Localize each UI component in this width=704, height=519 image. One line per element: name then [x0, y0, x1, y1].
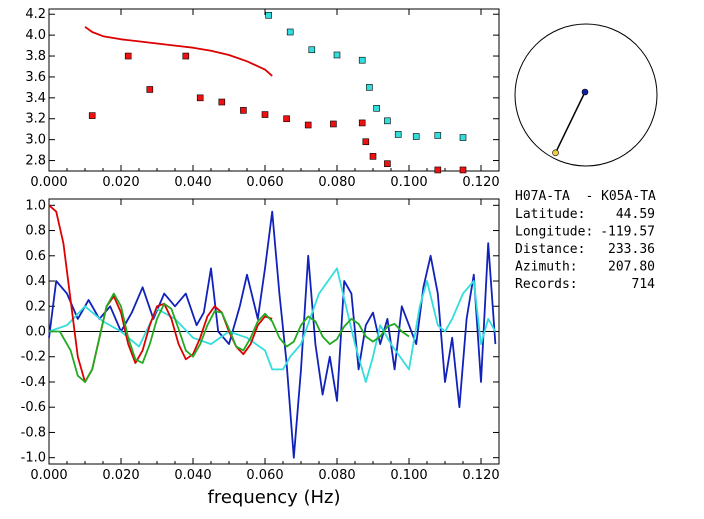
- station-map: [514, 23, 658, 167]
- station-b-marker: [552, 149, 559, 157]
- red_points-point: [124, 52, 132, 60]
- cyan_points-point: [358, 56, 366, 64]
- x-tick-label: 0.040: [174, 175, 211, 190]
- y-tick-label: 0.6: [25, 249, 46, 264]
- red_points-point: [196, 94, 204, 102]
- red_points-point: [362, 138, 370, 146]
- y-tick-label: 3.4: [25, 91, 46, 106]
- x-tick-label: 0.060: [246, 175, 283, 190]
- y-tick-label: 4.2: [25, 7, 46, 22]
- red_points-point: [358, 119, 366, 127]
- info-value: 207.80: [608, 260, 655, 275]
- map-circle: [514, 23, 658, 167]
- x-tick-label: 0.120: [462, 468, 499, 483]
- cyan_points-point: [333, 51, 341, 59]
- station-a-marker: [581, 88, 589, 96]
- y-tick-label: 0.4: [25, 274, 46, 289]
- cyan_points-point: [373, 104, 380, 112]
- dispersion-panel: 0.000 0.020 0.040 0.060 0.080 0.100 0.120 2.8 3…: [25, 7, 499, 190]
- x-axis-title: frequency (Hz): [207, 487, 340, 508]
- x-tick-label: 0.080: [318, 175, 355, 190]
- blue-series-line: [48, 210, 497, 459]
- top-plot-frame: [48, 8, 500, 172]
- x-tick-label: 0.020: [102, 468, 139, 483]
- red_points-point: [261, 111, 269, 118]
- red_points-point: [434, 166, 442, 174]
- red_points-point: [384, 160, 391, 167]
- info-block: H07A-TA - K05A-TA Latitude: 44.59 Longitud…: [515, 189, 656, 292]
- y-tick-label: 1.0: [25, 198, 46, 213]
- info-lines: Latitude: 44.59 Longitude: -119.57 Distance:…: [515, 207, 655, 292]
- top-y-ticks: 2.8 3.0 3.2 3.4 3.6 3.8 4.0 4.2: [25, 7, 499, 169]
- x-tick-label: 0.020: [102, 175, 139, 190]
- red_points-point: [369, 153, 377, 160]
- cyan_points-point: [412, 133, 420, 140]
- cyan_points-point: [434, 132, 442, 139]
- y-tick-label: 0.2: [25, 299, 46, 314]
- y-tick-label: 2.8: [25, 154, 46, 169]
- red_points-point: [240, 107, 247, 114]
- info-value: 714: [632, 277, 656, 292]
- cyan_points-point: [459, 134, 467, 141]
- info-label: Latitude:: [515, 207, 585, 222]
- curve-series-line: [84, 26, 273, 77]
- info-value: -119.57: [600, 225, 655, 240]
- red_points-point: [459, 166, 467, 174]
- y-tick-label: -0.8: [21, 425, 46, 440]
- y-tick-label: 0.0: [25, 325, 46, 340]
- red-series-line: [48, 204, 273, 383]
- red_points-point: [146, 86, 154, 93]
- cyan_points-point: [308, 46, 316, 54]
- station-path-line: [554, 91, 586, 154]
- cyan_points-point: [394, 131, 402, 138]
- bottom-series: [48, 204, 497, 459]
- y-tick-label: 3.0: [25, 133, 46, 148]
- info-label: Records:: [515, 277, 578, 292]
- x-tick-label: 0.040: [174, 468, 211, 483]
- y-tick-label: -1.0: [21, 451, 46, 466]
- y-tick-label: 3.8: [25, 49, 46, 64]
- y-tick-label: -0.4: [21, 375, 46, 390]
- info-label: Longitude:: [515, 225, 593, 240]
- y-tick-label: -0.2: [21, 350, 46, 365]
- cyan-series-line: [48, 267, 497, 383]
- x-tick-label: 0.100: [390, 468, 427, 483]
- red_points-point: [330, 120, 337, 128]
- cyan_points-point: [265, 11, 272, 19]
- red_points-point: [283, 115, 290, 123]
- red_points-point: [304, 121, 312, 129]
- y-tick-label: 3.2: [25, 112, 46, 127]
- red_points-point: [182, 52, 190, 60]
- x-tick-label: 0.080: [318, 468, 355, 483]
- top-x-ticks: 0.000 0.020 0.040 0.060 0.080 0.100 0.120: [30, 9, 500, 190]
- info-value: 44.59: [616, 207, 655, 222]
- cyan_points-point: [384, 117, 391, 125]
- x-tick-label: 0.000: [30, 175, 67, 190]
- y-tick-label: -0.6: [21, 400, 46, 415]
- y-tick-label: 3.6: [25, 70, 46, 85]
- green-series-line: [49, 292, 410, 383]
- x-tick-label: 0.060: [246, 468, 283, 483]
- cyan_points-point: [366, 84, 373, 91]
- top-series: [84, 11, 467, 174]
- red_points-point: [88, 112, 96, 119]
- bottom-y-ticks: 1.0 0.8 0.6 0.4 0.2 0.0 -0.2 -0.4 -0.6 -0.8 -1.0: [21, 198, 499, 466]
- cyan_points-point: [286, 28, 294, 36]
- y-tick-label: 4.0: [25, 28, 46, 43]
- info-value: 233.36: [608, 242, 655, 257]
- correlation-panel: 0.000 0.020 0.040 0.060 0.080 0.100 0.120 1.00…: [21, 198, 500, 508]
- x-tick-label: 0.100: [390, 175, 427, 190]
- y-tick-label: 0.8: [25, 224, 46, 239]
- x-tick-label: 0.000: [30, 468, 67, 483]
- red_points-point: [218, 98, 226, 106]
- info-label: Azimuth:: [515, 260, 578, 275]
- bottom-x-ticks: 0.000 0.020 0.040 0.060 0.080 0.100 0.120: [30, 199, 500, 483]
- station-pair: H07A-TA - K05A-TA: [515, 189, 656, 204]
- info-label: Distance:: [515, 242, 585, 257]
- x-tick-label: 0.120: [462, 175, 499, 190]
